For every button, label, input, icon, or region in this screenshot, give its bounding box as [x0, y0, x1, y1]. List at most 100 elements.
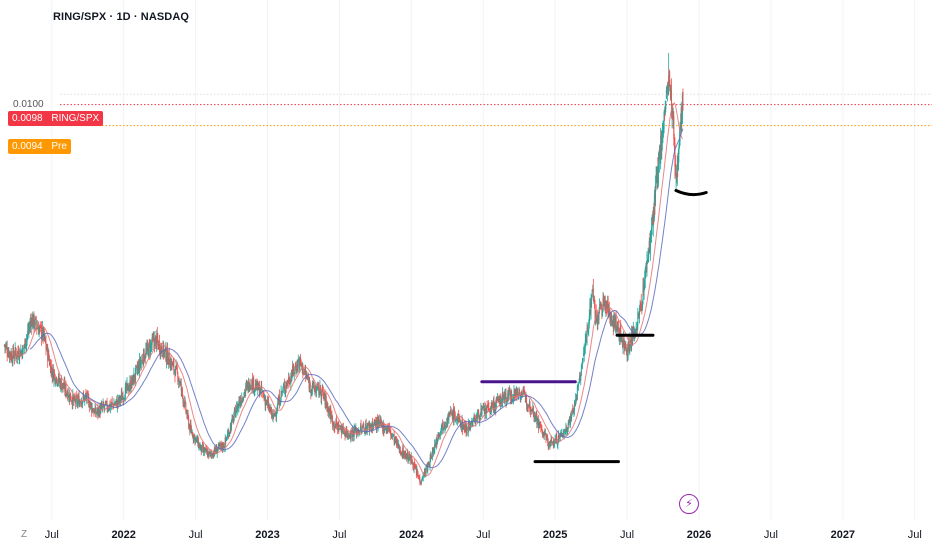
candle-body: [605, 301, 607, 307]
candle-body: [604, 300, 606, 305]
candle-body: [611, 322, 613, 324]
candle-body: [681, 107, 683, 121]
candle-body: [325, 397, 327, 406]
candle-body: [214, 450, 216, 453]
candle-body: [660, 135, 662, 165]
candle-body: [366, 430, 368, 432]
candle-body: [34, 318, 36, 328]
drawing-annotations[interactable]: [480, 188, 708, 464]
candle-body: [669, 80, 671, 87]
candle-body: [345, 430, 347, 434]
candle-body: [525, 395, 527, 403]
candle-body: [133, 373, 135, 385]
candle-body: [421, 480, 423, 483]
candle-body: [55, 376, 57, 382]
candle-body: [534, 414, 536, 419]
candle-body: [362, 426, 364, 428]
candle-body: [527, 404, 529, 408]
candle-body: [99, 406, 101, 415]
candle-body: [546, 436, 548, 438]
candle-body: [601, 312, 603, 317]
candle-body: [367, 423, 369, 425]
candle-body: [668, 75, 670, 93]
symbol-title[interactable]: RING/SPX · 1D · NASDAQ: [53, 11, 190, 23]
candle-body: [336, 424, 338, 425]
candle-body: [101, 405, 103, 409]
candle-body: [664, 106, 666, 115]
candle-body: [398, 444, 400, 451]
candle-body: [557, 442, 559, 446]
candle-body: [316, 386, 318, 390]
candle-body: [149, 345, 151, 353]
candle-body: [39, 326, 41, 329]
moving-average-line: [15, 102, 683, 476]
candle-body: [352, 429, 354, 433]
candle-body: [498, 397, 500, 403]
candle-body: [490, 407, 492, 411]
candle-body: [167, 362, 169, 365]
candle-body: [31, 321, 33, 327]
candle-body: [660, 133, 662, 154]
timezone-label[interactable]: Z: [21, 529, 28, 540]
candle-body: [34, 325, 36, 327]
candle-body: [541, 429, 543, 431]
candle-body: [380, 419, 382, 424]
candle-body: [100, 405, 102, 407]
ring-spx-price-badge[interactable]: 0.0098 RING/SPX: [8, 111, 104, 126]
candle-body: [293, 372, 295, 374]
candle-body: [391, 435, 393, 437]
candle-body: [362, 425, 364, 427]
candle-body: [105, 403, 107, 404]
time-axis[interactable]: Jul 2022 Jul 2023 Jul 2024 Jul 2025 Jul 2026 Jul 20…: [45, 529, 922, 541]
candle-body: [641, 305, 643, 308]
premarket-price-badge[interactable]: 0.0094 Pre: [8, 139, 71, 154]
candle-body: [85, 394, 87, 397]
candle-body: [198, 443, 200, 449]
candle-body: [476, 416, 478, 419]
candle-body: [394, 437, 396, 444]
candle-body: [110, 404, 112, 406]
candle-body: [411, 462, 413, 465]
candle-body: [341, 431, 343, 434]
candle-body: [673, 137, 675, 141]
candle-body: [19, 349, 21, 358]
candle-body: [318, 386, 320, 395]
candle-body: [434, 443, 436, 445]
candle-body: [185, 403, 187, 412]
candle-body: [579, 372, 581, 381]
candle-body: [425, 466, 427, 474]
candle-body: [636, 329, 638, 331]
candle-body: [261, 385, 263, 392]
candle-body: [385, 428, 387, 430]
candle-body: [246, 383, 248, 386]
candle-body: [614, 317, 616, 328]
candle-body: [663, 111, 665, 129]
lightning-bolt-icon[interactable]: ⚡: [679, 494, 699, 514]
candle-body: [148, 343, 150, 358]
x-axis-tick-label: Jul: [45, 529, 59, 541]
candle-body: [158, 341, 160, 348]
candle-body: [640, 301, 642, 305]
candle-body: [30, 320, 32, 322]
candle-body: [192, 436, 194, 439]
candle-body: [143, 350, 145, 361]
candle-body: [229, 431, 231, 433]
candle-body: [135, 366, 137, 369]
candle-body: [89, 402, 91, 406]
candle-body: [296, 361, 298, 372]
candle-body: [207, 452, 209, 456]
candle-body: [607, 301, 609, 311]
candle-body: [196, 437, 198, 443]
candle-body: [415, 467, 417, 475]
candle-body: [539, 423, 541, 425]
candle-body: [333, 421, 335, 428]
candle-body: [68, 392, 70, 398]
candle-body: [16, 355, 18, 357]
candle-body: [361, 428, 363, 432]
candle-body: [227, 432, 229, 434]
candle-body: [184, 399, 186, 403]
candle-body: [3, 344, 5, 346]
candle-body: [180, 383, 182, 384]
candle-body: [512, 395, 514, 402]
